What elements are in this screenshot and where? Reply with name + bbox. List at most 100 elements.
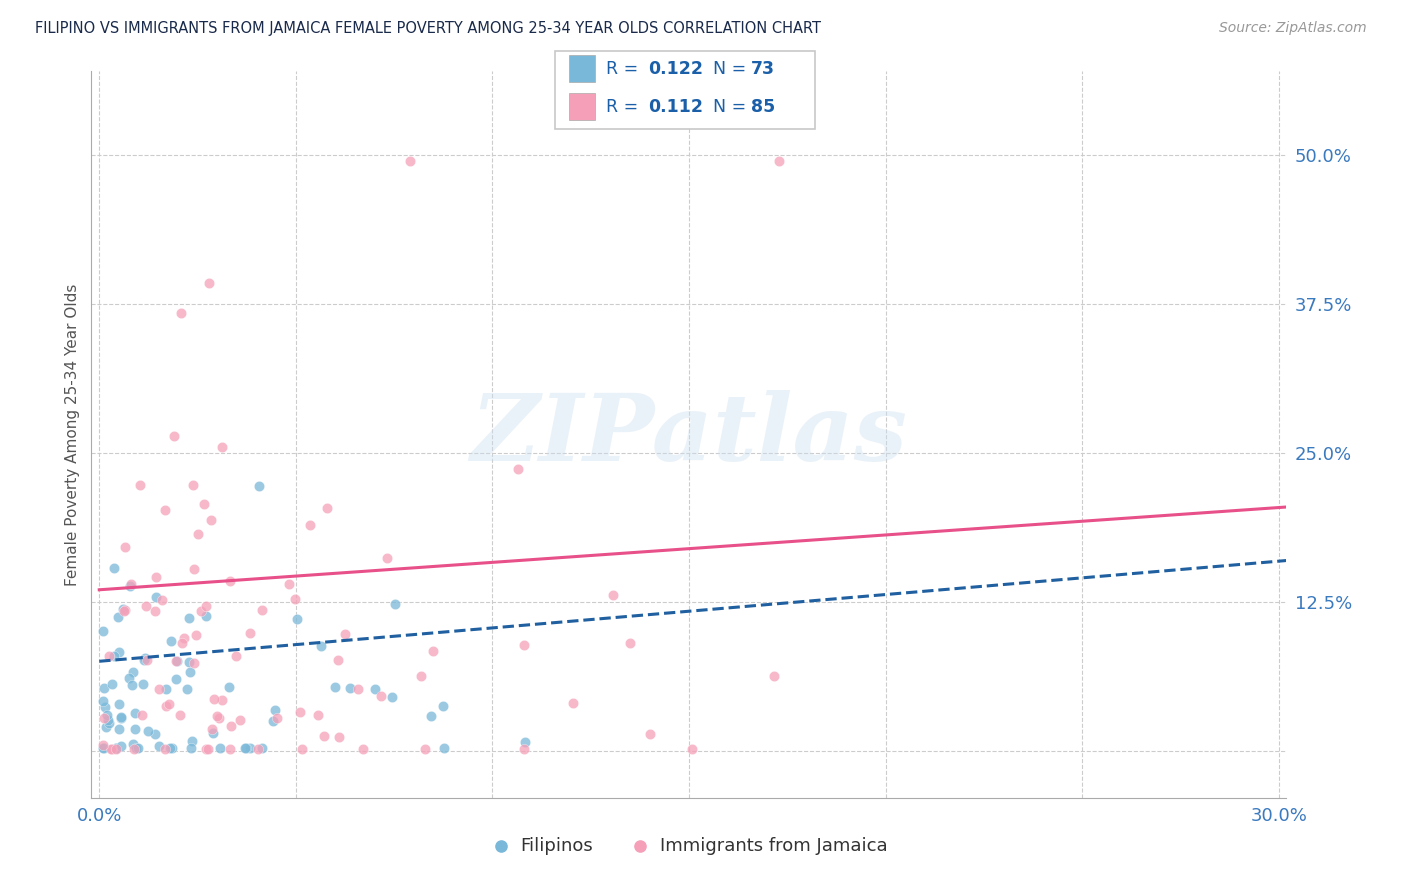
Point — [201, 726, 224, 740]
Point — [250, 741, 273, 756]
Point — [111, 601, 134, 615]
Point — [143, 604, 166, 618]
Point — [131, 708, 153, 723]
Point — [160, 633, 183, 648]
Text: R =: R = — [606, 97, 644, 116]
Point — [197, 742, 219, 756]
Point — [165, 672, 187, 686]
Point — [200, 512, 222, 526]
Point — [110, 710, 132, 724]
Point — [145, 570, 167, 584]
Point — [155, 682, 177, 697]
Text: 85: 85 — [751, 97, 775, 116]
Point — [250, 603, 273, 617]
Text: N =: N = — [702, 60, 751, 78]
Point — [103, 561, 125, 575]
Point — [225, 649, 247, 664]
Point — [104, 740, 127, 755]
Point — [93, 741, 115, 756]
Point — [101, 677, 124, 691]
Point — [508, 462, 530, 476]
Point — [298, 517, 321, 532]
Point — [108, 722, 131, 736]
Point — [333, 627, 356, 641]
Point — [219, 742, 242, 756]
Point — [155, 698, 177, 713]
Point — [352, 742, 374, 756]
Point — [513, 742, 536, 756]
Point — [124, 706, 146, 720]
Point — [219, 719, 242, 733]
Point — [194, 599, 217, 614]
Point — [118, 672, 141, 686]
Text: FILIPINO VS IMMIGRANTS FROM JAMAICA FEMALE POVERTY AMONG 25-34 YEAR OLDS CORRELA: FILIPINO VS IMMIGRANTS FROM JAMAICA FEMA… — [35, 21, 821, 36]
Point — [339, 681, 361, 695]
Point — [638, 727, 661, 741]
Point — [114, 603, 136, 617]
Point — [190, 605, 212, 619]
Point — [153, 502, 176, 516]
Point — [170, 636, 193, 650]
Point — [180, 741, 202, 756]
Text: N =: N = — [702, 97, 751, 116]
Point — [291, 742, 314, 756]
Point — [512, 638, 534, 652]
Point — [104, 741, 127, 756]
Point — [186, 628, 208, 642]
Point — [100, 742, 122, 756]
Text: R =: R = — [606, 60, 644, 78]
Point — [233, 741, 256, 756]
Point — [169, 708, 191, 723]
Point — [181, 734, 204, 748]
Point — [94, 699, 117, 714]
Point — [211, 693, 233, 707]
Point — [107, 610, 129, 624]
Point — [602, 588, 624, 602]
Point — [239, 626, 262, 640]
Point — [619, 636, 641, 650]
Point — [422, 643, 444, 657]
Point — [108, 698, 131, 712]
Point — [239, 741, 262, 756]
Point — [101, 742, 124, 756]
Point — [108, 645, 131, 659]
Point — [145, 590, 167, 604]
Point — [148, 681, 170, 696]
Point — [263, 703, 285, 717]
Point — [179, 665, 201, 680]
Point — [93, 681, 115, 695]
Point — [132, 653, 155, 667]
Point — [290, 705, 312, 719]
Point — [124, 742, 146, 756]
Point — [143, 727, 166, 741]
Point — [398, 153, 420, 168]
Point — [162, 741, 184, 756]
Point — [209, 741, 232, 756]
Point — [285, 612, 308, 626]
Point — [384, 597, 406, 611]
Point — [205, 708, 228, 723]
Point — [208, 711, 231, 725]
Point — [173, 631, 195, 645]
Point — [91, 624, 114, 638]
Point — [110, 711, 132, 725]
Text: 73: 73 — [751, 60, 775, 78]
Point — [152, 592, 174, 607]
Point — [277, 576, 299, 591]
Point — [183, 562, 205, 576]
Point — [262, 714, 284, 728]
Point — [131, 677, 153, 691]
Point — [177, 611, 200, 625]
Point — [315, 500, 337, 515]
Point — [125, 741, 148, 756]
Point — [120, 579, 142, 593]
Point — [370, 690, 392, 704]
Point — [247, 478, 270, 492]
Point — [163, 428, 186, 442]
Point — [515, 735, 537, 749]
Point — [432, 741, 454, 756]
Point — [94, 720, 117, 734]
Point — [153, 742, 176, 756]
Point — [307, 708, 329, 723]
Point — [419, 708, 441, 723]
